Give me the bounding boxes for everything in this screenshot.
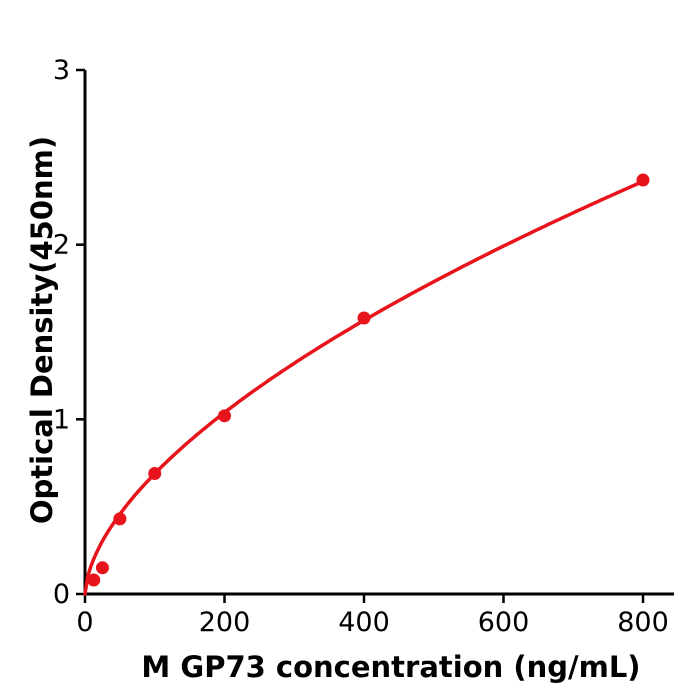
y-tick-label: 1: [53, 404, 70, 435]
x-tick-label: 200: [199, 607, 251, 638]
data-point: [95, 561, 109, 575]
data-point: [218, 409, 231, 423]
y-tick-label: 2: [53, 230, 70, 261]
x-axis-title: M GP73 concentration (ng/mL): [141, 650, 641, 684]
data-point: [113, 512, 127, 526]
data-point: [148, 466, 162, 480]
data-point: [87, 573, 101, 587]
y-tick-label: 3: [53, 55, 70, 86]
data-point: [636, 173, 650, 187]
fit-curve: [83, 179, 645, 596]
y-tick-label: 0: [53, 579, 70, 610]
x-tick-label: 800: [617, 607, 669, 638]
x-tick-label: 600: [478, 607, 530, 638]
y-axis-title: Optical Density(450nm): [25, 135, 59, 525]
x-tick-label: 0: [76, 607, 93, 638]
x-tick-label: 400: [338, 607, 390, 638]
data-point: [357, 311, 371, 325]
